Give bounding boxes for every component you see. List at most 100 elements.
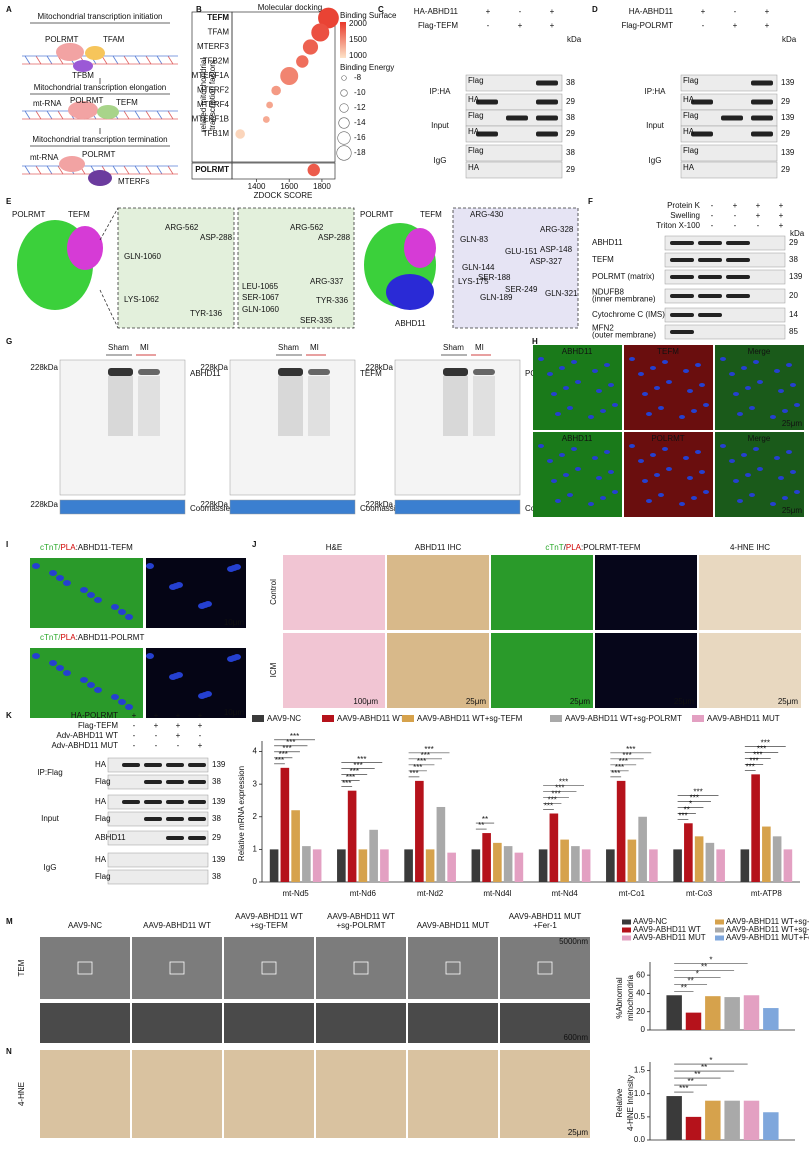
image-title: cTnT/PLA:POLRMT-TEFM <box>545 543 640 552</box>
nucleus <box>118 609 126 615</box>
bubble <box>307 163 320 177</box>
significance-label: ** <box>687 976 693 985</box>
nucleus <box>56 665 64 671</box>
label: Mitochondrial transcription initiation <box>38 12 163 21</box>
panel-label: C <box>378 5 384 14</box>
significance-label: *** <box>286 738 295 747</box>
blot-band <box>188 836 206 840</box>
label: + <box>756 211 761 220</box>
legend-swatch <box>550 715 562 722</box>
blot-strip <box>664 235 786 251</box>
label: AAV9-ABHD11 MUT <box>509 912 582 921</box>
blot-label: Flag <box>683 76 699 85</box>
nucleus <box>563 473 569 477</box>
y-tick-label: TFAM <box>208 28 230 37</box>
bar <box>538 849 548 882</box>
label: 25μm <box>466 697 487 706</box>
significance-label: *** <box>611 769 620 778</box>
bar <box>783 849 793 882</box>
label: Sham <box>278 343 299 352</box>
blot-band <box>188 817 206 821</box>
blot-strip <box>107 830 209 846</box>
label: 228kDa <box>30 363 58 372</box>
blot-band <box>144 800 162 804</box>
nucleus <box>650 453 656 457</box>
blot-label: Flag <box>468 111 484 120</box>
nucleus <box>753 360 759 364</box>
nucleus <box>559 453 565 457</box>
residue-label: SER-249 <box>505 285 538 294</box>
panel-label: K <box>6 711 12 720</box>
label: mt-RNA <box>33 99 62 108</box>
y-tick-label: MTERF1A <box>192 71 230 80</box>
mterfs-shape <box>88 170 112 186</box>
blot-band <box>751 99 773 105</box>
nucleus <box>227 566 235 572</box>
legend-label: AAV9-ABHD11 WT <box>633 925 701 934</box>
y-tick-label: 1.0 <box>634 1089 646 1098</box>
nucleus <box>49 570 57 576</box>
fluorescence-image <box>715 345 804 430</box>
bar <box>751 774 760 882</box>
nucleus <box>169 584 177 590</box>
plot-frame <box>191 162 233 180</box>
nucleus <box>683 456 689 460</box>
panel-label: I <box>6 540 8 549</box>
y-tick-label: POLRMT <box>195 165 229 174</box>
legend-bubble <box>339 103 349 113</box>
bar <box>312 849 322 882</box>
nucleus <box>654 473 660 477</box>
bar <box>425 849 435 882</box>
bubble <box>302 39 319 55</box>
blot-band <box>144 780 162 784</box>
nucleus <box>571 447 577 451</box>
x-tick-label: mt-Nd4 <box>552 889 579 898</box>
mw-label: 38 <box>212 872 221 881</box>
blot-band <box>726 294 750 298</box>
blot-label: HA <box>683 95 695 104</box>
nucleus <box>729 459 735 463</box>
label: AAV9-ABHD11 MUT <box>417 921 490 930</box>
nucleus <box>662 360 668 364</box>
zoom-line <box>99 207 119 241</box>
nucleus <box>575 380 581 384</box>
nucleus <box>729 372 735 376</box>
tefm-shape <box>97 105 119 119</box>
x-tick-label: mt-Co1 <box>619 889 646 898</box>
legend-label: -18 <box>354 148 366 157</box>
group-label: IP:HA <box>430 87 452 96</box>
bar <box>436 806 446 882</box>
label: + <box>176 721 181 730</box>
significance-label: ** <box>694 1070 700 1079</box>
polrmt-shape <box>56 43 84 61</box>
blot-strip <box>664 269 786 285</box>
zoom-box <box>537 961 553 975</box>
label: - <box>702 21 705 30</box>
panel-label: H <box>532 337 538 346</box>
significance-label: ** <box>684 805 690 814</box>
group-label: Input <box>41 814 60 823</box>
bar <box>627 839 637 882</box>
tem-image <box>408 1003 498 1043</box>
nucleus <box>198 603 206 609</box>
bar <box>560 839 569 882</box>
blot-band <box>108 368 133 376</box>
label: + <box>486 7 491 16</box>
bar <box>337 849 346 882</box>
blot-label: MFN2 <box>592 324 614 333</box>
blot-band <box>670 258 694 262</box>
ihc-image <box>316 1050 406 1138</box>
mw-label: 29 <box>566 165 575 174</box>
blot-label: Cytochrome C (IMS) <box>592 310 665 319</box>
plot-frame <box>191 11 233 163</box>
legend-bubble <box>337 131 351 145</box>
nucleus <box>782 496 788 500</box>
blot-strip <box>465 144 563 162</box>
nucleus <box>741 453 747 457</box>
significance-label: *** <box>353 761 362 770</box>
significance-label: *** <box>753 750 762 759</box>
label: Triton X-100 <box>656 221 700 230</box>
residue-label: ASP-327 <box>530 257 563 266</box>
significance-label: *** <box>746 762 755 771</box>
panel-label: F <box>588 197 593 206</box>
